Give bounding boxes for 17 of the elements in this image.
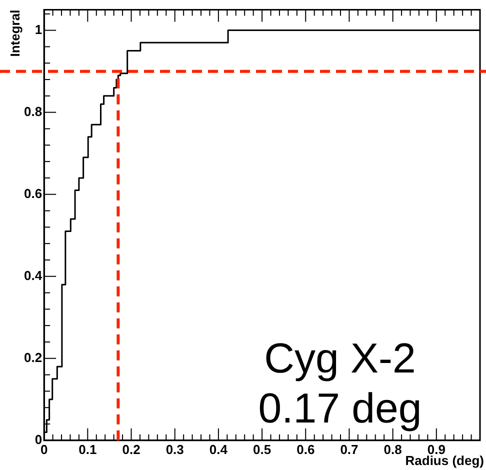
- y-axis-title: Integral: [8, 10, 23, 57]
- y-tick-label: 0.6: [24, 186, 42, 201]
- y-tick-label: 0: [34, 432, 42, 447]
- x-tick-label: 0.8: [384, 442, 402, 457]
- y-tick-label: 0.4: [24, 268, 43, 283]
- x-tick-label: 0.6: [296, 442, 315, 457]
- x-tick-label: 0.2: [122, 442, 140, 457]
- x-tick-label: 0.3: [166, 442, 184, 457]
- y-tick-label: 1: [34, 22, 42, 37]
- annotation: Cyg X-2: [264, 334, 416, 382]
- x-tick-label: 0.1: [78, 442, 97, 457]
- x-tick-label: 0.4: [209, 442, 228, 457]
- annotation: 0.17 deg: [258, 384, 422, 432]
- x-tick-label: 0.5: [252, 442, 272, 457]
- x-tick-label: 0.7: [340, 442, 358, 457]
- y-tick-label: 0.8: [24, 104, 42, 119]
- y-tick-label: 0.2: [24, 350, 42, 365]
